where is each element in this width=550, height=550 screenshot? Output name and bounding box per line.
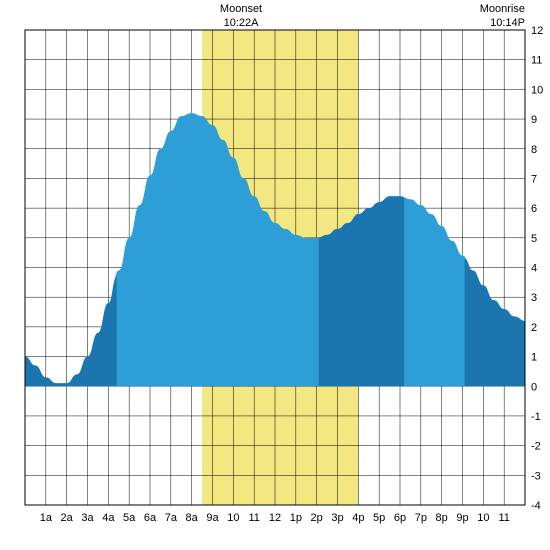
y-tick-label: 9 — [531, 114, 537, 126]
x-tick-label: 2a — [61, 512, 74, 524]
x-tick-label: 8a — [186, 512, 199, 524]
x-tick-label: 8p — [436, 512, 448, 524]
x-tick-label: 5a — [123, 512, 136, 524]
moon-annotation: Moonset10:22A — [211, 2, 271, 31]
y-tick-label: 0 — [531, 381, 537, 393]
annotation-label: Moonset — [211, 2, 271, 16]
y-tick-label: 8 — [531, 144, 537, 156]
y-tick-label: -2 — [531, 441, 541, 453]
x-tick-label: 5p — [373, 512, 385, 524]
annotation-time: 10:14P — [480, 16, 525, 30]
y-tick-label: 12 — [531, 25, 543, 37]
y-tick-label: -4 — [531, 500, 541, 512]
x-tick-label: 7a — [165, 512, 178, 524]
y-tick-label: 2 — [531, 322, 537, 334]
x-tick-label: 1p — [290, 512, 302, 524]
x-tick-label: 4p — [352, 512, 364, 524]
y-tick-label: 7 — [531, 173, 537, 185]
x-tick-label: 4a — [102, 512, 115, 524]
y-tick-label: 6 — [531, 203, 537, 215]
tide-chart: -4-3-2-101234567891011121a2a3a4a5a6a7a8a… — [0, 0, 550, 550]
x-tick-label: 7p — [415, 512, 427, 524]
x-tick-label: 12 — [269, 512, 281, 524]
y-tick-label: 11 — [531, 55, 542, 67]
x-tick-label: 3a — [81, 512, 94, 524]
y-tick-label: 3 — [531, 292, 537, 304]
x-tick-label: 10 — [227, 512, 239, 524]
moon-annotation: Moonrise10:14P — [480, 2, 525, 31]
x-tick-label: 9p — [456, 512, 468, 524]
x-tick-label: 9a — [206, 512, 219, 524]
x-tick-label: 6p — [394, 512, 406, 524]
y-tick-label: -1 — [531, 411, 541, 423]
x-tick-label: 6a — [144, 512, 157, 524]
y-tick-label: -3 — [531, 470, 541, 482]
y-tick-label: 4 — [531, 263, 537, 275]
annotation-label: Moonrise — [480, 2, 525, 16]
y-tick-label: 10 — [531, 84, 543, 96]
x-tick-label: 11 — [498, 512, 509, 524]
y-tick-label: 1 — [531, 352, 537, 364]
x-tick-label: 3p — [331, 512, 343, 524]
x-tick-label: 11 — [248, 512, 259, 524]
chart-svg: -4-3-2-101234567891011121a2a3a4a5a6a7a8a… — [0, 0, 550, 550]
x-tick-label: 1a — [40, 512, 53, 524]
x-tick-label: 10 — [477, 512, 489, 524]
x-tick-label: 2p — [311, 512, 323, 524]
annotation-time: 10:22A — [211, 16, 271, 30]
y-tick-label: 5 — [531, 233, 537, 245]
